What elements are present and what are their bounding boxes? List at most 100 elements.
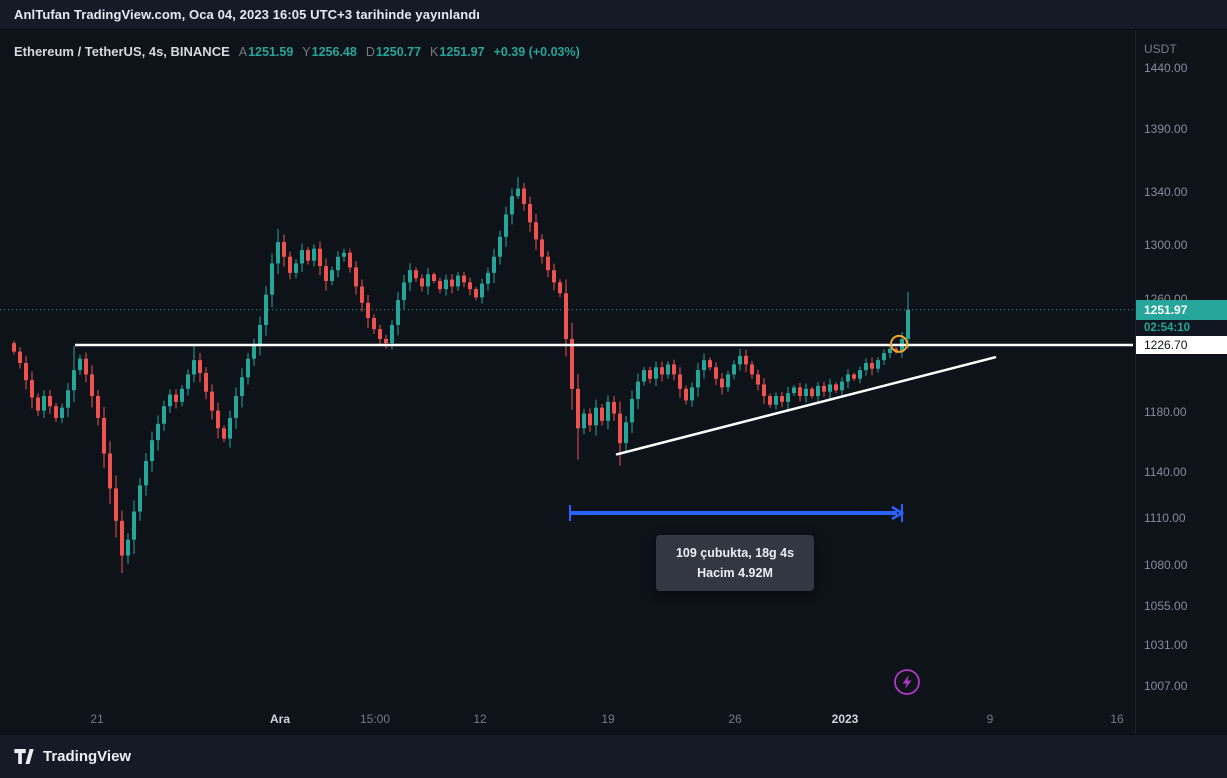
candle (834, 384, 838, 391)
candle (588, 413, 592, 426)
candle (522, 188, 526, 205)
price-axis-label: 1440.00 (1144, 61, 1188, 75)
candle (810, 388, 814, 397)
quote-currency-label: USDT (1144, 42, 1177, 56)
measure-volume-text: Hacim 4.92M (697, 566, 773, 580)
candle (660, 367, 664, 375)
candle (792, 387, 796, 394)
candle (576, 388, 580, 429)
candle (390, 324, 394, 344)
candle (726, 374, 730, 388)
tradingview-wordmark[interactable]: TradingView (43, 748, 132, 765)
candle (738, 355, 742, 365)
candle (420, 278, 424, 287)
ohlc-value: 1251.59 (248, 45, 294, 59)
candle (528, 204, 532, 223)
candle (708, 360, 712, 368)
candle (546, 256, 550, 271)
trendline[interactable] (615, 356, 997, 456)
candle (360, 286, 364, 303)
candle (540, 239, 544, 257)
candle (762, 384, 766, 397)
ohlc-key: A (238, 45, 248, 59)
candle (300, 250, 304, 264)
candle (144, 461, 148, 486)
candle (348, 252, 352, 268)
candle (12, 343, 16, 352)
candle (96, 396, 100, 418)
candle (750, 364, 754, 375)
candle (720, 378, 724, 388)
measure-tooltip[interactable]: 109 çubukta, 18g 4s Hacim 4.92M (656, 535, 814, 591)
candle (678, 374, 682, 389)
candle (594, 407, 598, 426)
candle (516, 188, 520, 197)
candle (786, 393, 790, 402)
candle (66, 390, 70, 408)
ohlc-key: K (430, 45, 439, 59)
candle (114, 488, 118, 521)
candle (456, 275, 460, 287)
candle (198, 360, 202, 373)
price-axis-label: 1300.00 (1144, 237, 1188, 252)
candle (696, 370, 700, 388)
candle (192, 360, 196, 375)
candle (882, 353, 886, 361)
price-axis-label: 1390.00 (1144, 122, 1188, 137)
candle (294, 263, 298, 273)
candle (54, 406, 58, 418)
candle (132, 511, 136, 540)
symbol-legend: Ethereum / TetherUS, 4s, BINANCE A1251.5… (14, 43, 580, 61)
ohlc-key: Y (302, 45, 311, 59)
time-axis-label: 21 (90, 712, 104, 726)
candle (90, 374, 94, 397)
candle (366, 302, 370, 319)
candle (210, 391, 214, 411)
candle (840, 381, 844, 391)
price-axis-label: 1080.00 (1144, 558, 1188, 573)
price-axis[interactable]: USDT 1440.00 1390.00 1340.00 1300.00 1260.00… (1135, 30, 1227, 734)
candle (222, 428, 226, 439)
candle (312, 248, 316, 261)
time-axis-label: Ara (269, 712, 291, 726)
time-axis[interactable]: 21 Ara 15:00 12 19 26 2023 9 16 (0, 30, 1135, 734)
candle (702, 360, 706, 371)
candle (636, 381, 640, 399)
candle (174, 394, 178, 402)
candle (570, 338, 574, 389)
price-axis-label: 1180.00 (1144, 405, 1187, 420)
circle-marker[interactable] (890, 334, 908, 353)
candle (864, 362, 868, 371)
candle (768, 396, 772, 405)
candle (186, 374, 190, 389)
candle (690, 387, 694, 401)
time-axis-label: 15:00 (359, 712, 391, 726)
candle (480, 283, 484, 298)
candle (246, 358, 250, 378)
candle (204, 372, 208, 392)
candle (858, 370, 862, 379)
symbol-title[interactable]: Ethereum / TetherUS, 4s, BINANCE (14, 44, 230, 59)
candle (252, 344, 256, 359)
candle (552, 270, 556, 283)
candle (414, 270, 418, 279)
candle (408, 270, 412, 283)
candle (732, 364, 736, 375)
candle (600, 407, 604, 421)
price-chart[interactable] (0, 30, 1135, 734)
candle (798, 387, 802, 397)
ohlc-key: D (365, 45, 375, 59)
candle (60, 407, 64, 418)
candle (504, 214, 508, 237)
time-axis-label: 19 (601, 712, 615, 726)
candle (438, 280, 442, 290)
chart-area[interactable]: 21 Ara 15:00 12 19 26 2023 9 16 Ethereum / Tethe… (0, 30, 1227, 734)
flash-icon[interactable] (894, 669, 920, 695)
candle (894, 348, 898, 352)
attribution-bar: AnlTufan TradingView.com, Oca 04, 2023 1… (0, 0, 1227, 30)
tradingview-logo-icon[interactable] (14, 749, 34, 764)
candle (282, 242, 286, 257)
candle (288, 256, 292, 273)
candle (48, 396, 52, 407)
